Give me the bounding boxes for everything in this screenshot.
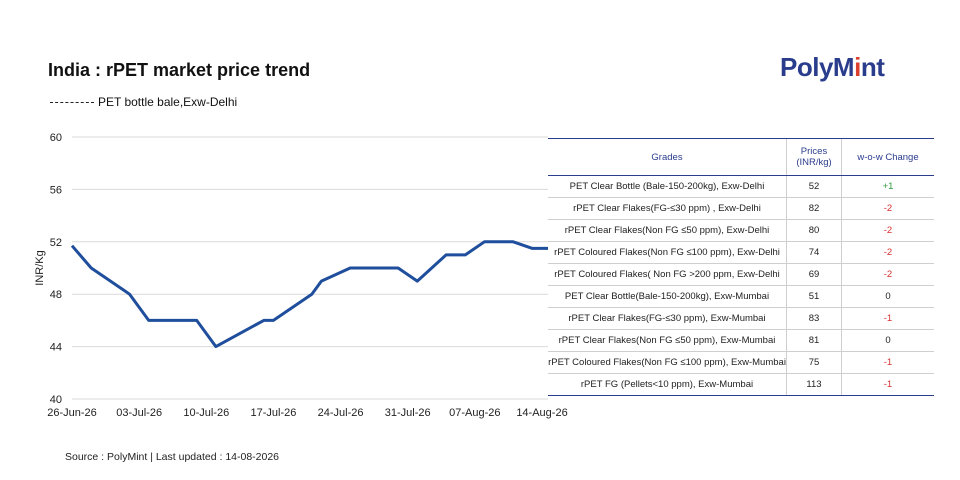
y-tick-label: 60 [50,132,62,144]
y-tick-label: 48 [50,289,62,301]
x-tick-label: 24-Jul-26 [318,407,364,419]
y-tick-label: 56 [50,184,62,196]
x-tick-label: 26-Jun-26 [47,407,97,419]
table-row: rPET FG (Pellets<10 ppm), Exw-Mumbai 113-… [548,373,934,396]
price-table: Grades Prices (INR/kg) w-o-w Change PET … [548,138,934,396]
wow-change-cell: -1 [841,307,934,330]
table-row: rPET Coloured Flakes( Non FG >200 ppm, E… [548,263,934,286]
header-prices: Prices (INR/kg) [786,138,842,176]
price-cell: 82 [786,197,842,220]
wow-change-cell: -2 [841,219,934,242]
grade-cell: PET Clear Bottle(Bale-150-200kg), Exw-Mu… [548,285,787,308]
price-cell: 83 [786,307,842,330]
grade-cell: rPET FG (Pellets<10 ppm), Exw-Mumbai [548,373,787,396]
x-tick-label: 17-Jul-26 [250,407,296,419]
table-row: rPET Clear Flakes(Non FG ≤50 ppm), Exw-M… [548,329,934,352]
grade-cell: rPET Coloured Flakes( Non FG >200 ppm, E… [548,263,787,286]
wow-change-cell: -2 [841,263,934,286]
y-gridlines [72,136,548,400]
table-row: rPET Clear Flakes(FG-≤30 ppm), Exw-Mumba… [548,307,934,330]
wow-change-cell: 0 [841,285,934,308]
wow-change-cell: -2 [841,241,934,264]
logo-text-part2: nt [860,52,885,82]
y-tick-label: 52 [50,237,62,249]
grade-cell: rPET Clear Flakes(Non FG ≤50 ppm), Exw-D… [548,219,787,242]
table-row: PET Clear Bottle(Bale-150-200kg), Exw-Mu… [548,285,934,308]
price-cell: 80 [786,219,842,242]
grade-cell: rPET Coloured Flakes(Non FG ≤100 ppm), E… [548,241,787,264]
table-row: rPET Coloured Flakes(Non FG ≤100 ppm), E… [548,351,934,374]
x-tick-label: 07-Aug-26 [449,407,500,419]
x-tick-labels: 26-Jun-26 03-Jul-26 10-Jul-26 17-Jul-26 24-J… [47,407,567,419]
grade-cell: PET Clear Bottle (Bale-150-200kg), Exw-D… [548,175,787,198]
chart-title: India : rPET market price trend [48,60,311,80]
y-tick-labels: 40 44 48 52 56 60 [50,132,62,406]
legend-label: PET bottle bale,Exw-Delhi [98,95,238,109]
price-cell: 52 [786,175,842,198]
series-line-pet-bottle-bale-delhi [70,240,552,349]
price-cell: 69 [786,263,842,286]
header-prices-line2: (INR/kg) [796,157,832,168]
price-table-body: PET Clear Bottle (Bale-150-200kg), Exw-D… [548,175,934,396]
table-row: PET Clear Bottle (Bale-150-200kg), Exw-D… [548,175,934,198]
logo-text-part1: PolyM [780,52,855,82]
header-wow-change: w-o-w Change [841,138,934,176]
grade-cell: rPET Clear Flakes(FG-≤30 ppm), Exw-Mumba… [548,307,787,330]
polymint-logo: PolyMint [780,52,885,83]
legend-dash-swatch [50,101,94,103]
header-grades: Grades [548,138,787,176]
price-cell: 74 [786,241,842,264]
legend: PET bottle bale,Exw-Delhi [50,95,237,109]
header-prices-line1: Prices [800,146,828,157]
wow-change-cell: +1 [841,175,934,198]
grade-cell: rPET Coloured Flakes(Non FG ≤100 ppm), E… [548,351,787,374]
wow-change-cell: 0 [841,329,934,352]
grade-cell: rPET Clear Flakes(FG-≤30 ppm) , Exw-Delh… [548,197,787,220]
y-tick-label: 44 [50,342,62,354]
wow-change-cell: -1 [841,351,934,374]
price-table-header-row: Grades Prices (INR/kg) w-o-w Change [548,138,934,176]
x-tick-label: 03-Jul-26 [116,407,162,419]
price-cell: 113 [786,373,842,396]
y-tick-label: 40 [50,394,62,406]
x-tick-label: 31-Jul-26 [385,407,431,419]
x-tick-label: 14-Aug-26 [516,407,567,419]
price-cell: 75 [786,351,842,374]
table-row: rPET Coloured Flakes(Non FG ≤100 ppm), E… [548,241,934,264]
x-tick-label: 10-Jul-26 [183,407,229,419]
logo-text-accent: i [854,52,861,82]
price-cell: 51 [786,285,842,308]
source-note: Source : PolyMint | Last updated : 14-08… [65,451,280,463]
grade-cell: rPET Clear Flakes(Non FG ≤50 ppm), Exw-M… [548,329,787,352]
y-axis-label: INR/Kg [34,250,46,285]
table-row: rPET Clear Flakes(FG-≤30 ppm) , Exw-Delh… [548,197,934,220]
wow-change-cell: -1 [841,373,934,396]
table-row: rPET Clear Flakes(Non FG ≤50 ppm), Exw-D… [548,219,934,242]
price-cell: 81 [786,329,842,352]
wow-change-cell: -2 [841,197,934,220]
